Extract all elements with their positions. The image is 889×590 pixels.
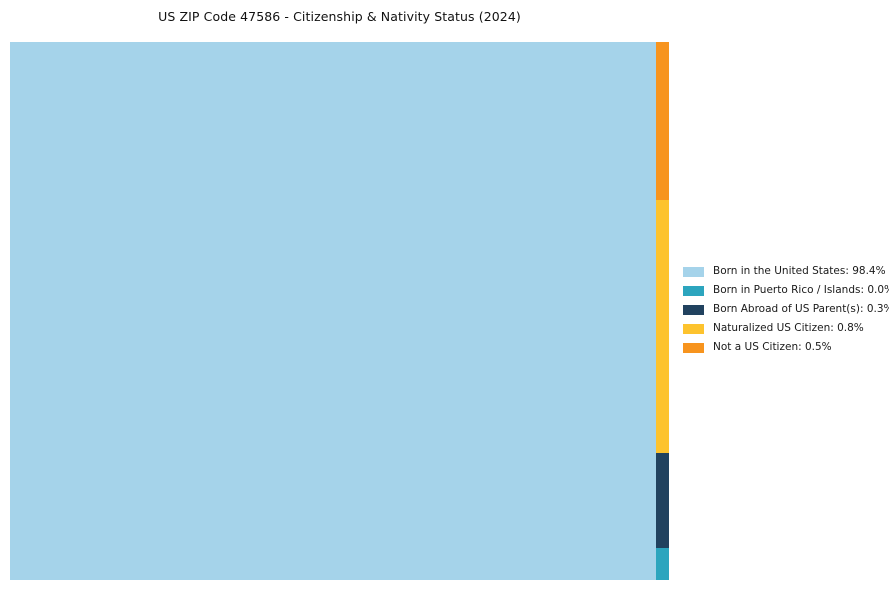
legend-swatch bbox=[683, 304, 704, 315]
legend-item: Born in the United States: 98.4% bbox=[683, 266, 889, 277]
treemap-strip bbox=[656, 42, 669, 580]
legend-label: Not a US Citizen: 0.5% bbox=[713, 341, 832, 353]
legend-label: Born Abroad of US Parent(s): 0.3% bbox=[713, 303, 889, 315]
treemap bbox=[10, 42, 669, 580]
legend: Born in the United States: 98.4% Born in … bbox=[683, 266, 889, 353]
chart-title: US ZIP Code 47586 - Citizenship & Nativi… bbox=[158, 9, 521, 24]
legend-swatch bbox=[683, 285, 704, 296]
legend-label: Naturalized US Citizen: 0.8% bbox=[713, 322, 864, 334]
legend-item: Born in Puerto Rico / Islands: 0.0% bbox=[683, 285, 889, 296]
treemap-segment-born-abroad-us-parents bbox=[656, 453, 669, 549]
legend-label: Born in the United States: 98.4% bbox=[713, 265, 886, 277]
legend-label: Born in Puerto Rico / Islands: 0.0% bbox=[713, 284, 889, 296]
treemap-segment-naturalized-us-citizen bbox=[656, 200, 669, 454]
legend-swatch bbox=[683, 323, 704, 334]
treemap-segment-born-in-us bbox=[10, 42, 656, 580]
legend-item: Naturalized US Citizen: 0.8% bbox=[683, 323, 889, 334]
legend-swatch bbox=[683, 266, 704, 277]
treemap-segment-born-in-puerto-rico-islands bbox=[656, 548, 669, 580]
legend-item: Not a US Citizen: 0.5% bbox=[683, 342, 889, 353]
treemap-segment-not-us-citizen bbox=[656, 42, 669, 201]
legend-swatch bbox=[683, 342, 704, 353]
legend-item: Born Abroad of US Parent(s): 0.3% bbox=[683, 304, 889, 315]
